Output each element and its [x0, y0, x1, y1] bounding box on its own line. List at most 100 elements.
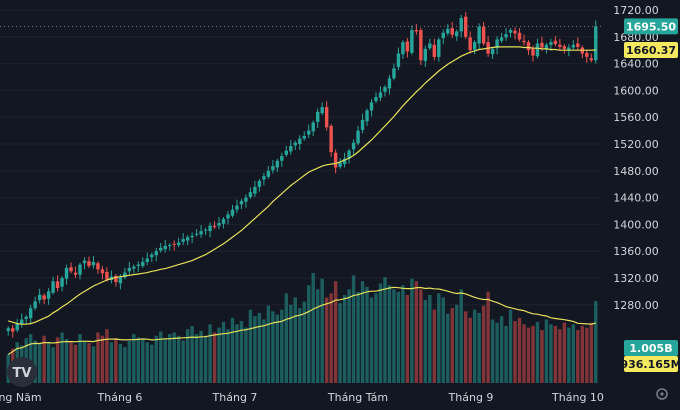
candle-body: [472, 42, 477, 50]
volume-bar: [154, 335, 158, 383]
volume-bar: [235, 324, 239, 383]
volume-bar: [356, 291, 360, 383]
candle-body: [522, 40, 526, 43]
candle-body: [105, 271, 109, 280]
candle-body: [24, 316, 28, 319]
volume-bar: [441, 297, 445, 383]
y-tick-label: 1360.00: [613, 245, 659, 258]
volume-bar: [262, 319, 266, 383]
tradingview-logo[interactable]: TV: [7, 357, 37, 387]
volume-bar: [490, 319, 495, 383]
candle-body: [64, 267, 69, 279]
volume-bar: [51, 347, 55, 383]
volume-bar: [571, 324, 576, 383]
y-tick-label: 1400.00: [613, 218, 659, 231]
settings-icon[interactable]: [656, 388, 668, 400]
candle-body: [127, 267, 132, 272]
candle-body: [145, 258, 149, 262]
candle-body: [244, 197, 248, 202]
candlesticks: [6, 12, 598, 338]
volume-bar: [69, 342, 73, 383]
candle-body: [356, 130, 360, 144]
candle-body: [410, 30, 414, 53]
candle-body: [91, 261, 96, 266]
volume-bar: [78, 334, 82, 383]
candle-body: [531, 48, 535, 56]
volume-bar: [217, 327, 221, 383]
volume-bar: [280, 309, 284, 383]
volume-bar: [96, 332, 100, 383]
volume-bar: [338, 303, 342, 383]
volume-bar: [42, 335, 46, 383]
volume-bar: [432, 309, 437, 383]
candle-body: [280, 156, 284, 161]
candle-body: [302, 135, 306, 139]
candle-body: [423, 48, 428, 61]
candle-body: [549, 42, 553, 45]
volume-bar: [333, 281, 338, 383]
candle-body: [576, 43, 580, 47]
volume-bar: [374, 293, 378, 383]
volume-bar: [320, 278, 324, 383]
candle-body: [508, 30, 513, 33]
volume-ma-badge-label: 936.165M: [620, 358, 680, 371]
volume-bar: [324, 297, 329, 383]
volume-bar: [594, 301, 598, 383]
volume-bar: [284, 293, 289, 383]
candle-body: [87, 261, 91, 266]
price-axis[interactable]: 1720.001680.001640.001600.001560.001520.…: [613, 4, 659, 312]
candle-body: [594, 26, 598, 61]
candle-body: [441, 32, 445, 39]
candle-body: [396, 53, 401, 67]
candle-body: [414, 30, 419, 32]
volume-bar: [450, 308, 454, 383]
candle-body: [481, 26, 486, 44]
volume-bar: [463, 311, 468, 383]
candle-body: [369, 102, 374, 111]
candle-body: [42, 295, 46, 300]
candle-body: [495, 39, 499, 49]
volume-bar: [517, 317, 522, 383]
volume-bar: [347, 289, 351, 383]
x-tick-label: Tháng 10: [551, 391, 604, 404]
candle-body: [262, 176, 266, 180]
y-tick-label: 1560.00: [613, 111, 659, 124]
candle-body: [82, 260, 87, 264]
candle-body: [96, 263, 100, 270]
volume-bar: [486, 291, 490, 383]
volume-bar: [109, 342, 114, 383]
volume-bar: [248, 309, 253, 383]
logo-glyph: TV: [13, 366, 32, 381]
candle-body: [69, 267, 73, 272]
volume-bar: [329, 293, 333, 383]
candle-body: [504, 34, 508, 38]
candle-body: [257, 180, 262, 187]
candle-body: [212, 225, 217, 228]
volume-bar: [118, 343, 123, 383]
candle-body: [405, 41, 410, 52]
y-tick-label: 1520.00: [613, 138, 659, 151]
volume-bar: [549, 324, 553, 383]
y-tick-label: 1320.00: [613, 272, 659, 285]
volume-bar: [387, 285, 392, 383]
candle-body: [284, 150, 289, 155]
candle-body: [558, 44, 562, 47]
volume-bar: [257, 312, 262, 383]
candle-body: [450, 28, 454, 35]
candle-body: [387, 78, 392, 89]
candle-body: [526, 42, 531, 51]
candle-body: [437, 39, 441, 57]
candle-body: [567, 47, 571, 51]
ma-price-badge-bg: [624, 41, 678, 58]
candle-body: [221, 219, 226, 224]
volume-bar: [221, 321, 226, 383]
candle-body: [172, 243, 176, 245]
volume-bar: [495, 322, 499, 383]
volume-bar: [266, 305, 271, 383]
volume-bar: [531, 325, 535, 383]
candle-body: [571, 44, 576, 48]
candle-body: [6, 328, 10, 331]
time-axis[interactable]: ng Năm Tháng 6 Tháng 7 Tháng Tám Tháng 9 Thán…: [0, 391, 604, 404]
volume-bar: [535, 321, 540, 383]
